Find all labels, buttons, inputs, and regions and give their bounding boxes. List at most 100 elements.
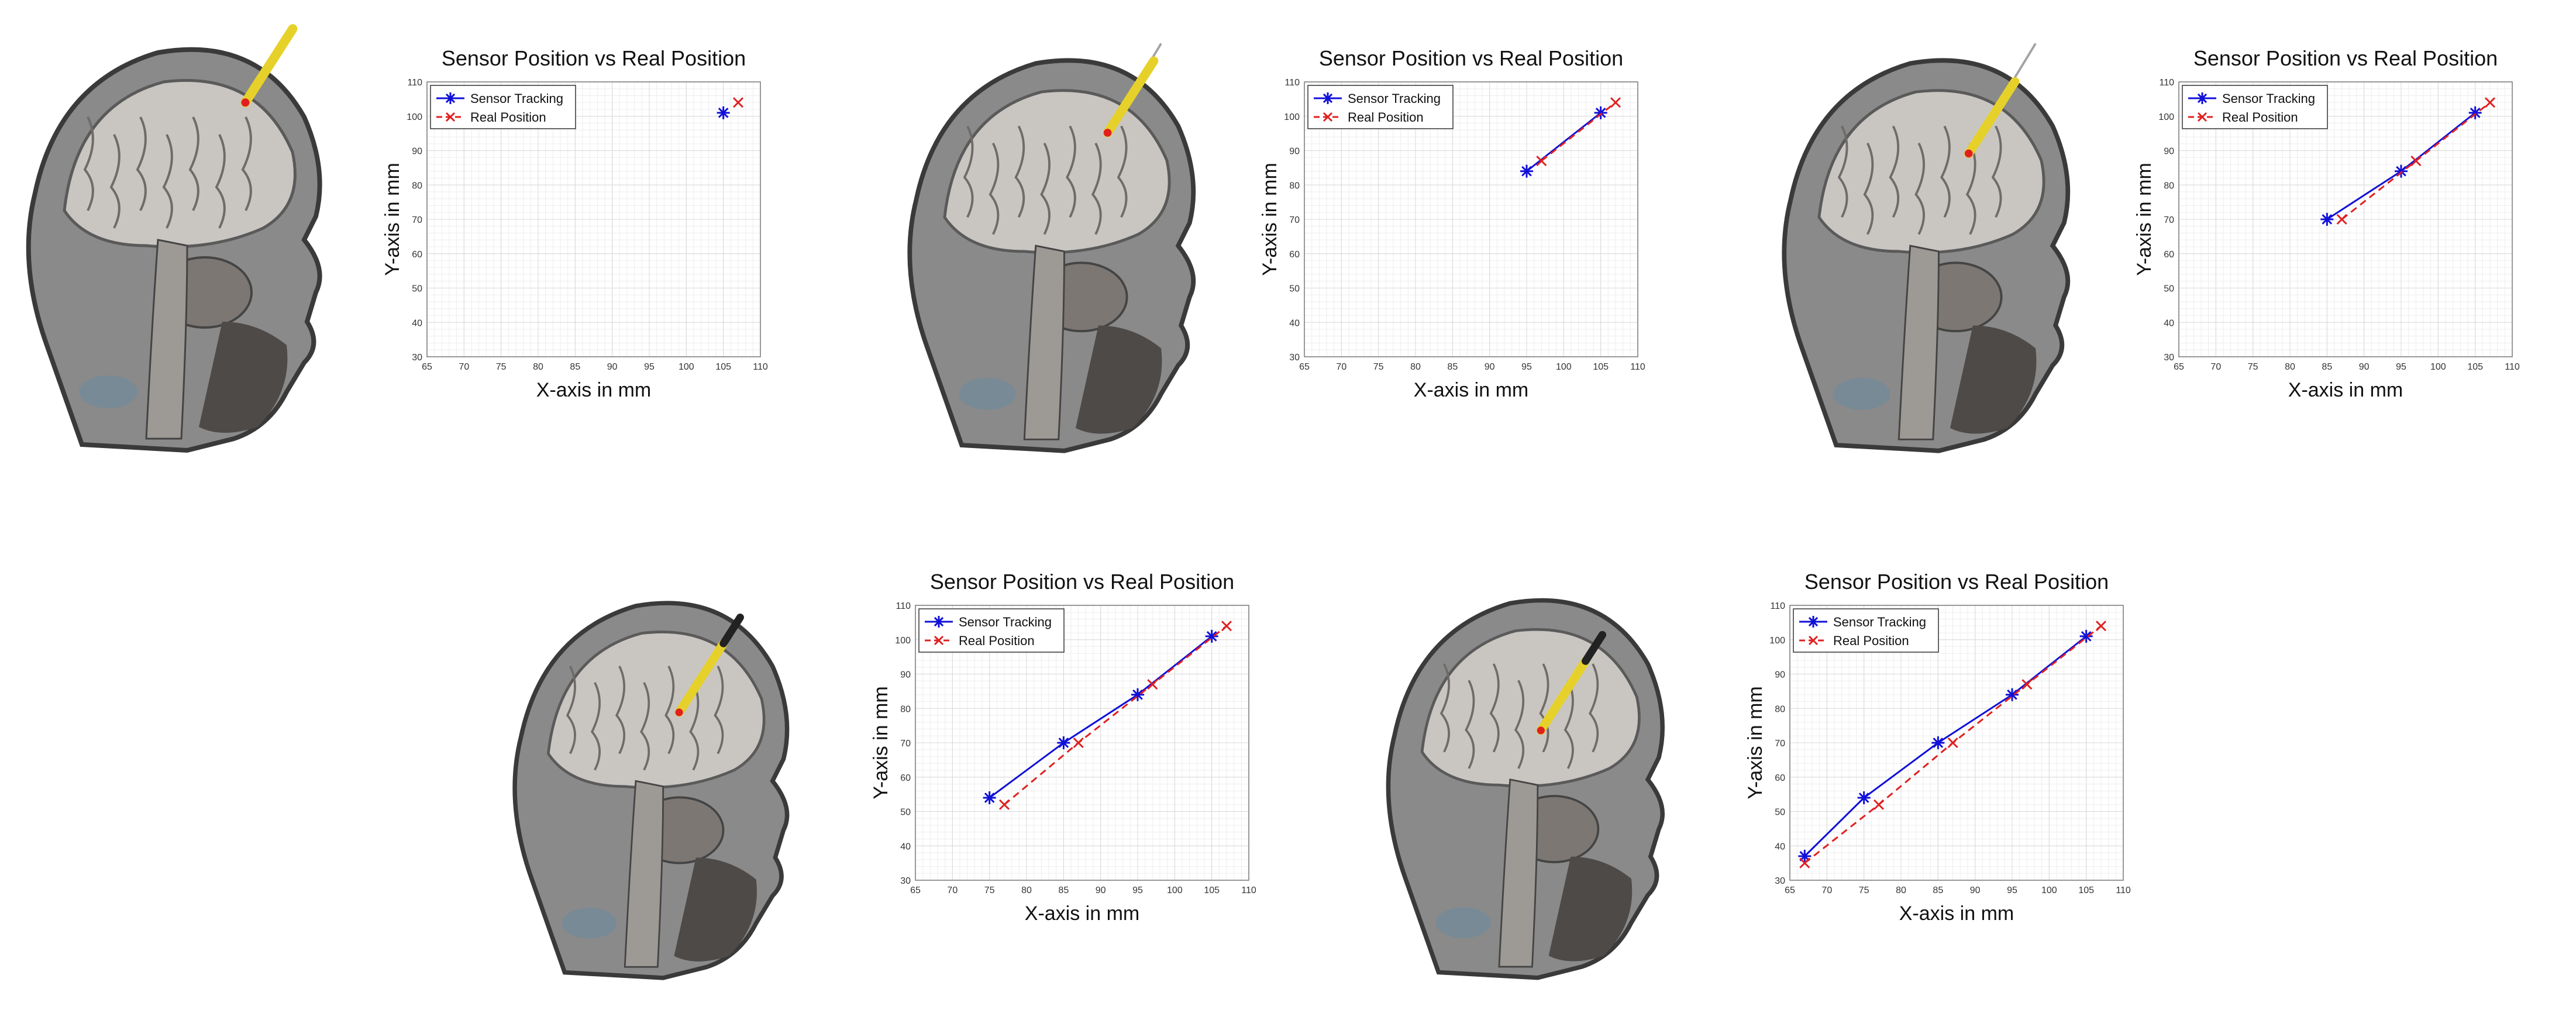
real-position-point: [1147, 679, 1158, 690]
legend-asterisk-marker: [445, 92, 456, 104]
legend-box: [1793, 608, 1939, 653]
y-tick-label: 50: [900, 808, 911, 818]
x-tick-label: 110: [2505, 362, 2520, 372]
needle-tip: [1964, 149, 1973, 158]
legend: Sensor Tracking Real Position: [430, 85, 576, 129]
legend-label: Sensor Tracking: [1833, 615, 1926, 629]
legend-label: Real Position: [2222, 110, 2298, 125]
legend-box: [430, 85, 576, 129]
y-tick-label: 60: [1289, 250, 1300, 260]
needle-handle: [674, 639, 728, 717]
y-tick-label: 110: [1770, 601, 1785, 611]
facial-tissue: [199, 322, 288, 433]
axes-frame: [426, 81, 761, 357]
needle-sensor: [1582, 630, 1607, 665]
mri-head-image-4: [512, 601, 790, 980]
legend-x-marker: [1808, 635, 1819, 646]
y-tick-label: 40: [412, 318, 422, 328]
needle-sensor: [719, 614, 744, 647]
mri-head-image-5: [1386, 598, 1665, 980]
x-tick-label: 100: [679, 362, 694, 372]
x-axis-label: X-axis in mm: [1414, 379, 1528, 401]
y-tick-label: 40: [1775, 842, 1785, 852]
brain-folds: [963, 125, 1128, 235]
x-tick-label: 95: [1521, 362, 1532, 372]
y-tick-label: 80: [1775, 704, 1785, 714]
y-tick-label: 30: [900, 876, 911, 886]
sensor-tracking-point: [2320, 213, 2334, 226]
y-tick-label: 100: [895, 636, 911, 646]
y-tick-label: 90: [2164, 147, 2174, 157]
needle-tip: [1537, 726, 1545, 735]
real-position-point: [2484, 97, 2496, 108]
real-position-line: [1541, 102, 1616, 162]
x-tick-label: 75: [1859, 885, 1869, 895]
legend: Sensor Tracking Real Position: [2182, 85, 2328, 129]
needle-tip: [241, 98, 250, 107]
chart-title: Sensor Position vs Real Position: [1319, 46, 1623, 70]
brainstem: [145, 239, 188, 440]
x-tick-label: 80: [1896, 885, 1906, 895]
brainstem: [1023, 244, 1065, 440]
x-tick-label: 85: [1447, 362, 1458, 372]
x-tick-label: 65: [422, 362, 432, 372]
legend: Sensor Tracking Real Position: [918, 608, 1065, 653]
legend-label: Sensor Tracking: [959, 615, 1052, 629]
needle-handle: [1103, 56, 1159, 137]
legend-label: Sensor Tracking: [470, 91, 563, 106]
legend: Sensor Tracking Real Position: [1793, 608, 1939, 653]
legend-label: Real Position: [1348, 110, 1424, 125]
x-tick-label: 80: [1021, 885, 1032, 895]
legend-label: Real Position: [1833, 633, 1909, 648]
legend-x-marker: [445, 112, 456, 122]
y-tick-label: 70: [1775, 739, 1785, 749]
real-position-point: [2336, 213, 2347, 225]
y-tick-label: 30: [1775, 876, 1785, 886]
y-tick-label: 70: [2164, 215, 2174, 225]
brain-region: [63, 79, 297, 249]
x-tick-label: 80: [533, 362, 543, 372]
chart-title: Sensor Position vs Real Position: [2193, 46, 2498, 70]
brainstem: [624, 780, 664, 968]
legend-label: Real Position: [470, 110, 546, 125]
facial-tissue: [1950, 325, 2037, 434]
x-tick-label: 85: [570, 362, 580, 372]
sensor-tracking-point: [1798, 849, 1812, 863]
y-tick-label: 30: [412, 353, 422, 363]
real-position-point: [1073, 737, 1084, 749]
legend-box: [918, 608, 1065, 653]
legend-label: Real Position: [959, 633, 1035, 648]
sensor-tracking-point: [1131, 688, 1144, 701]
real-position-point: [732, 97, 744, 108]
x-tick-label: 110: [753, 362, 768, 372]
x-tick-label: 95: [2007, 885, 2017, 895]
y-axis-label: Y-axis in mm: [870, 686, 892, 799]
sensor-tracking-point: [1594, 106, 1607, 119]
x-tick-label: 85: [2322, 362, 2332, 372]
needle-handle: [1536, 656, 1590, 735]
x-axis-label: X-axis in mm: [536, 379, 651, 401]
y-tick-label: 70: [900, 739, 911, 749]
x-tick-label: 70: [459, 362, 469, 372]
needle-tip: [1103, 129, 1112, 137]
real-position-point: [1947, 737, 1958, 749]
x-axis-label: X-axis in mm: [2288, 379, 2403, 401]
chart-5: Sensor Position vs Real Position 65 70 75 80…: [1744, 570, 2131, 925]
y-axis-label: Y-axis in mm: [2133, 163, 2155, 275]
x-tick-label: 75: [2248, 362, 2258, 372]
y-tick-label: 90: [412, 147, 422, 157]
blue-tint-region: [959, 378, 1016, 410]
legend-box: [2182, 85, 2328, 129]
y-tick-label: 60: [900, 773, 911, 783]
y-tick-label: 100: [407, 112, 422, 122]
legend-asterisk-marker: [933, 616, 945, 628]
axes-frame: [2178, 81, 2513, 357]
x-tick-label: 110: [2116, 885, 2131, 895]
sensor-tracking-point: [1057, 736, 1070, 749]
y-axis-label: Y-axis in mm: [381, 163, 404, 275]
y-tick-label: 40: [900, 842, 911, 852]
sensor-tracking-point: [1857, 791, 1871, 804]
real-position-point: [1799, 857, 1810, 869]
x-tick-label: 95: [644, 362, 655, 372]
x-tick-label: 80: [2285, 362, 2295, 372]
